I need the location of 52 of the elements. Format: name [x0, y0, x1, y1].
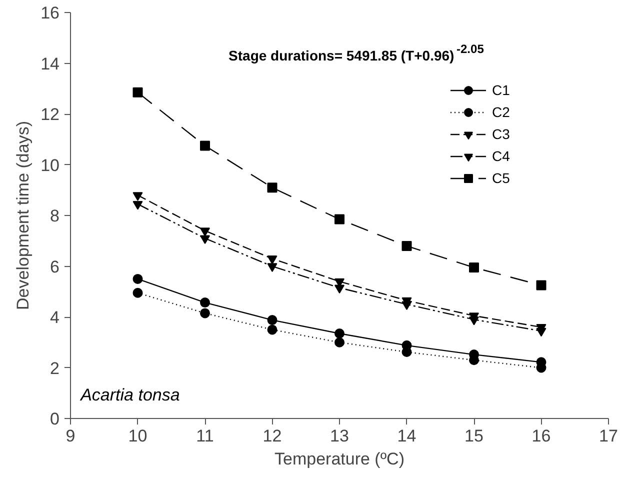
point [334, 328, 344, 338]
x-tick-label: 14 [397, 426, 416, 446]
point [402, 301, 412, 310]
y-axis-title: Development time (days) [14, 121, 33, 310]
point [469, 262, 479, 273]
y-tick-label: 4 [50, 308, 60, 327]
y-tick-label: 0 [50, 410, 60, 428]
x-tick-label: 13 [330, 426, 349, 446]
point [402, 240, 412, 251]
y-tick-label: 2 [50, 358, 60, 378]
point [200, 140, 210, 151]
point [267, 263, 278, 272]
point [536, 280, 546, 290]
point [267, 315, 278, 326]
point [334, 337, 344, 348]
point [334, 284, 344, 294]
point [132, 288, 143, 298]
x-tick-label: 9 [66, 426, 76, 446]
x-tick-label: 12 [262, 426, 282, 446]
legend-label: C1 [492, 82, 511, 98]
x-tick-label: 11 [196, 426, 214, 446]
legend-label: C4 [492, 148, 511, 164]
annotation: Acartia tonsa [80, 386, 180, 405]
point [536, 328, 546, 337]
point [402, 347, 412, 358]
y-tick-label: 6 [50, 257, 60, 276]
y-tick-label: 14 [40, 54, 60, 74]
point [267, 182, 278, 193]
point [132, 274, 143, 284]
x-tick-label: 16 [532, 426, 551, 446]
point [132, 200, 143, 210]
x-tick-label: 10 [128, 426, 148, 446]
legend-label: C5 [492, 170, 511, 186]
y-tick-label: 10 [40, 156, 60, 175]
point [132, 192, 143, 201]
point [200, 298, 210, 308]
point [469, 316, 479, 326]
point [200, 228, 210, 236]
point [200, 308, 210, 318]
y-tick-label: 16 [40, 4, 60, 22]
point [200, 235, 210, 244]
legend-label: C3 [492, 126, 511, 142]
x-tick-label: 15 [464, 426, 484, 446]
point [132, 87, 143, 98]
point [334, 214, 344, 224]
point [267, 256, 278, 264]
x-axis-title: Temperature (ºC) [274, 450, 404, 468]
legend-label: C2 [492, 104, 511, 120]
point [267, 324, 278, 335]
y-tick-label: 12 [40, 105, 60, 124]
y-tick-label: 8 [50, 206, 60, 226]
x-tick-label: 17 [599, 426, 618, 446]
